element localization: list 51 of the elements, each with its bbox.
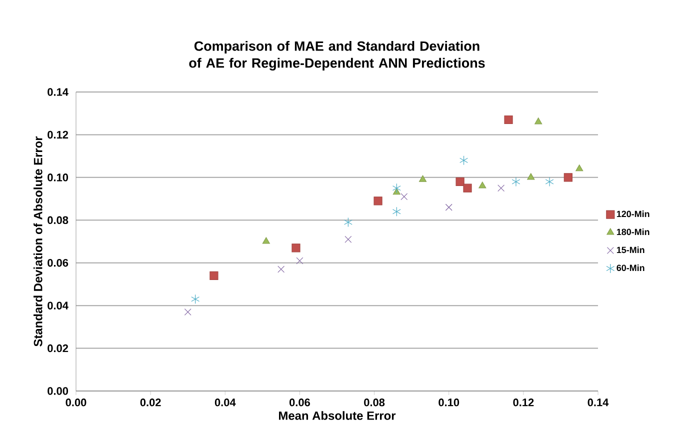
point	[374, 196, 382, 206]
point	[262, 237, 270, 244]
x-tick-label: 0.04	[214, 398, 236, 406]
x-tick-label: 0.00	[66, 398, 86, 406]
point	[498, 184, 505, 192]
point	[545, 176, 554, 186]
y-tick-label: 0.12	[48, 130, 68, 139]
point	[191, 294, 200, 304]
y-tick-label: 0.14	[48, 88, 68, 96]
x-tick-label: 0.06	[289, 398, 310, 406]
point	[392, 188, 400, 195]
point	[478, 182, 486, 188]
point	[512, 176, 520, 186]
y-tick-label: 0.06	[48, 258, 68, 267]
y-tick-label: 0.02	[48, 344, 68, 352]
point	[400, 193, 408, 200]
point	[418, 175, 427, 182]
point	[210, 271, 218, 280]
y-tick-label: 0.04	[48, 302, 68, 310]
point	[344, 217, 352, 228]
point	[344, 236, 352, 243]
legend-label: 120-Min	[616, 210, 650, 218]
chart-title: Comparison of MAE and Standard Deviation of AE for Regime-Dependent ANN Predictions	[189, 40, 485, 70]
point	[296, 257, 304, 264]
point	[527, 173, 535, 180]
point	[292, 244, 300, 252]
point	[184, 308, 192, 316]
point	[392, 183, 401, 193]
point	[534, 118, 542, 124]
legend-label: 15-Min	[616, 246, 644, 254]
y-tick-label: 0.08	[48, 216, 68, 224]
point	[460, 156, 468, 166]
legend-label: 180-Min	[616, 228, 650, 236]
legend-label: 60-Min	[616, 264, 644, 272]
point	[445, 204, 452, 211]
x-axis-title: Mean Absolute Error	[279, 411, 396, 420]
y-axis-title: Standard Deviation of Absolute Error	[34, 136, 42, 346]
x-tick-label: 0.12	[513, 398, 534, 406]
y-tick-label: 0.10	[48, 174, 68, 182]
point	[463, 184, 472, 192]
x-tick-label: 0.08	[364, 398, 385, 406]
y-tick-label: 0.00	[48, 387, 68, 395]
point	[392, 206, 401, 216]
point	[576, 164, 584, 172]
point	[456, 177, 464, 186]
x-tick-label: 0.14	[588, 398, 609, 406]
point	[504, 115, 513, 124]
point	[564, 173, 572, 182]
point	[278, 266, 285, 273]
x-tick-label: 0.10	[438, 398, 460, 406]
x-tick-label: 0.02	[140, 398, 161, 406]
